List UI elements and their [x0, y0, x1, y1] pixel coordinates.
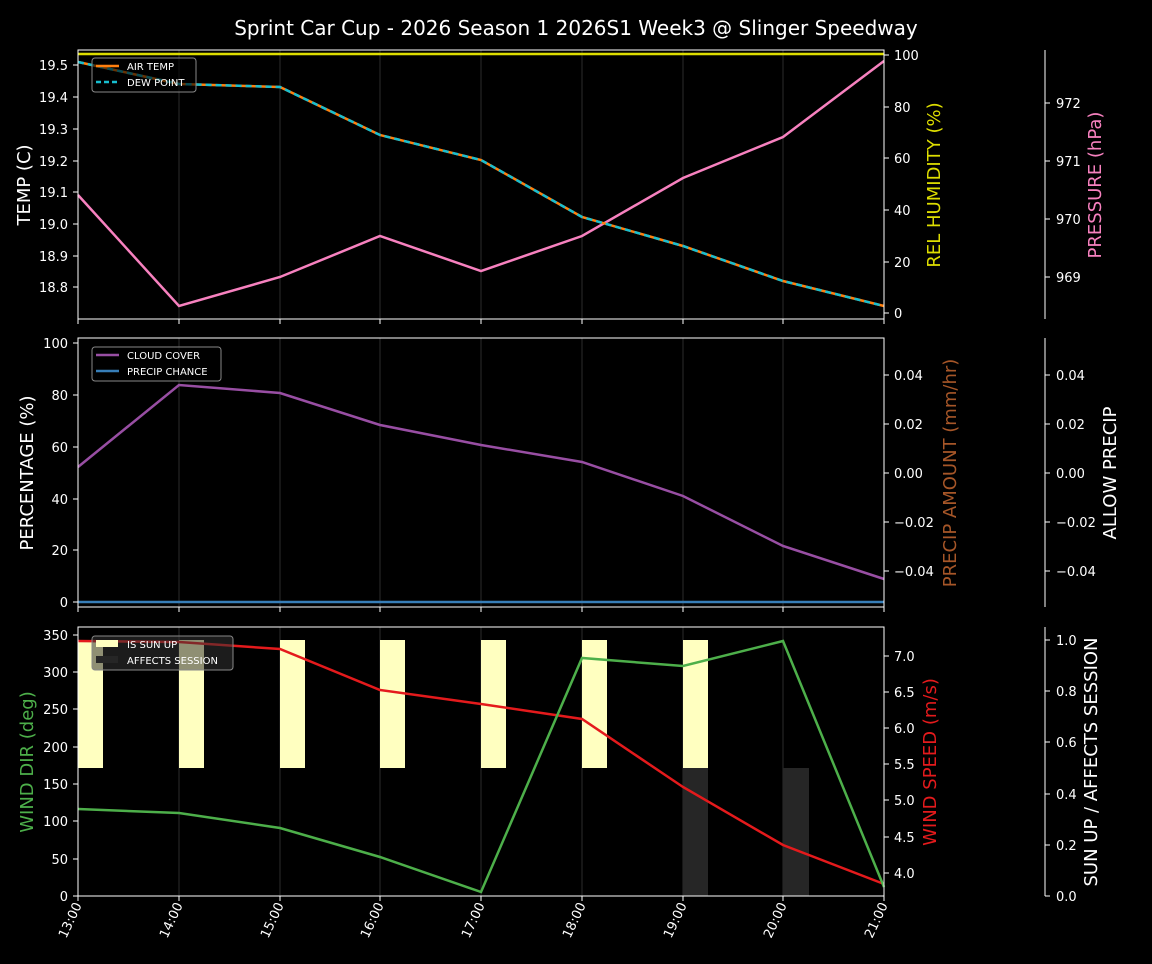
- y-axis-wind-speed: 7.0 6.5 6.0 5.5 5.0 4.5 4.0: [894, 650, 915, 882]
- svg-text:0.2: 0.2: [1056, 839, 1077, 854]
- svg-text:19.5: 19.5: [39, 59, 68, 74]
- svg-text:969: 969: [1056, 271, 1081, 286]
- svg-text:250: 250: [43, 703, 68, 718]
- svg-text:100: 100: [894, 49, 919, 64]
- svg-text:50: 50: [51, 853, 68, 868]
- legend-precip-chance: PRECIP CHANCE: [127, 367, 208, 378]
- y-axis-percentage: 100 80 60 40 20 0: [43, 337, 68, 611]
- precip-amount-axis-label: PRECIP AMOUNT (mm/hr): [940, 359, 961, 588]
- y-axis-allow-precip: 0.04 0.02 0.00 −0.02 −0.04: [1056, 369, 1096, 580]
- y-axis-pressure: 972 971 970 969: [1056, 97, 1081, 286]
- y-axis-humidity: 100 80 60 40 20 0: [894, 49, 919, 322]
- svg-text:0: 0: [60, 890, 68, 905]
- wind-speed-axis-label: WIND SPEED (m/s): [920, 678, 941, 846]
- svg-text:972: 972: [1056, 97, 1081, 112]
- humidity-axis-label: REL HUMIDITY (%): [924, 102, 945, 267]
- pressure-line: [77, 60, 885, 308]
- svg-text:0.04: 0.04: [894, 369, 923, 384]
- legend-affects-session: AFFECTS SESSION: [127, 656, 218, 667]
- svg-text:971: 971: [1056, 155, 1081, 170]
- y-axis-temp: 19.5 19.4 19.3 19.2 19.1 19.0 18.9 18.8: [39, 59, 68, 296]
- legend-sun-up: IS SUN UP: [127, 640, 177, 651]
- affects-session-bars: [683, 768, 809, 896]
- svg-text:0: 0: [894, 307, 902, 322]
- svg-text:350: 350: [43, 629, 68, 644]
- svg-text:6.0: 6.0: [894, 722, 915, 737]
- legend-cloud-cover: CLOUD COVER: [127, 351, 200, 362]
- svg-text:−0.04: −0.04: [894, 565, 934, 580]
- legend-air-temp: AIR TEMP: [127, 62, 174, 73]
- panel-temperature: 19.5 19.4 19.3 19.2 19.1 19.0 18.9 18.8 TEMP …: [14, 49, 1106, 324]
- svg-text:80: 80: [51, 389, 68, 404]
- legend-dew-point: DEW POINT: [127, 78, 185, 89]
- svg-text:0.00: 0.00: [1056, 467, 1085, 482]
- svg-text:19.0: 19.0: [39, 218, 68, 233]
- svg-text:0.6: 0.6: [1056, 736, 1077, 751]
- svg-text:300: 300: [43, 666, 68, 681]
- svg-text:80: 80: [894, 101, 911, 116]
- legend-wind: IS SUN UP AFFECTS SESSION: [91, 635, 234, 671]
- svg-text:1.0: 1.0: [1056, 634, 1077, 649]
- svg-text:4.5: 4.5: [894, 831, 915, 846]
- svg-text:0.02: 0.02: [894, 418, 923, 433]
- svg-text:4.0: 4.0: [894, 867, 915, 882]
- svg-text:5.0: 5.0: [894, 794, 915, 809]
- svg-text:20: 20: [51, 544, 68, 559]
- legend-temp: AIR TEMP DEW POINT: [91, 57, 197, 93]
- dew-point-line: [77, 60, 885, 308]
- svg-text:60: 60: [894, 152, 911, 167]
- svg-text:19.1: 19.1: [39, 186, 68, 201]
- wind-dir-axis-label: WIND DIR (deg): [17, 691, 38, 833]
- svg-text:6.5: 6.5: [894, 686, 915, 701]
- y-axis-sun-session: 1.0 0.8 0.6 0.4 0.2 0.0: [1056, 634, 1077, 905]
- y-axis-precip-amount: 0.04 0.02 0.00 −0.02 −0.04: [894, 369, 934, 580]
- svg-text:970: 970: [1056, 213, 1081, 228]
- svg-text:100: 100: [43, 815, 68, 830]
- svg-text:0.04: 0.04: [1056, 369, 1085, 384]
- svg-text:−0.04: −0.04: [1056, 565, 1096, 580]
- svg-text:150: 150: [43, 778, 68, 793]
- sun-session-axis-label: SUN UP / AFFECTS SESSION: [1081, 637, 1102, 886]
- y-axis-wind-dir: 350 300 250 200 150 100 50 0: [43, 629, 68, 905]
- percentage-axis-label: PERCENTAGE (%): [17, 395, 38, 550]
- svg-text:−0.02: −0.02: [894, 516, 934, 531]
- wind-dir-line: [77, 639, 886, 894]
- svg-text:19.3: 19.3: [39, 123, 68, 138]
- svg-text:19.4: 19.4: [39, 91, 68, 106]
- svg-text:40: 40: [894, 204, 911, 219]
- svg-text:60: 60: [51, 441, 68, 456]
- pressure-axis-label: PRESSURE (hPa): [1085, 112, 1106, 259]
- allow-precip-axis-label: ALLOW PRECIP: [1100, 406, 1121, 539]
- svg-text:200: 200: [43, 741, 68, 756]
- svg-text:5.5: 5.5: [894, 758, 915, 773]
- svg-text:40: 40: [51, 493, 68, 508]
- legend-clouds: CLOUD COVER PRECIP CHANCE: [91, 346, 222, 382]
- svg-text:0.0: 0.0: [1056, 890, 1077, 905]
- svg-text:19.2: 19.2: [39, 155, 68, 170]
- svg-text:0.4: 0.4: [1056, 788, 1077, 803]
- svg-text:0.02: 0.02: [1056, 418, 1085, 433]
- svg-text:0.00: 0.00: [894, 467, 923, 482]
- svg-text:18.8: 18.8: [39, 281, 68, 296]
- svg-text:0.8: 0.8: [1056, 685, 1077, 700]
- svg-text:0: 0: [60, 596, 68, 611]
- svg-text:18.9: 18.9: [39, 250, 68, 265]
- svg-text:20: 20: [894, 256, 911, 271]
- svg-text:7.0: 7.0: [894, 650, 915, 665]
- temp-axis-label: TEMP (C): [14, 144, 35, 226]
- vertical-gridlines: [178, 50, 784, 319]
- svg-text:100: 100: [43, 337, 68, 352]
- cloud-cover-line: [77, 383, 885, 581]
- chart-title: Sprint Car Cup - 2026 Season 1 2026S1 We…: [234, 16, 918, 40]
- svg-text:−0.02: −0.02: [1056, 516, 1096, 531]
